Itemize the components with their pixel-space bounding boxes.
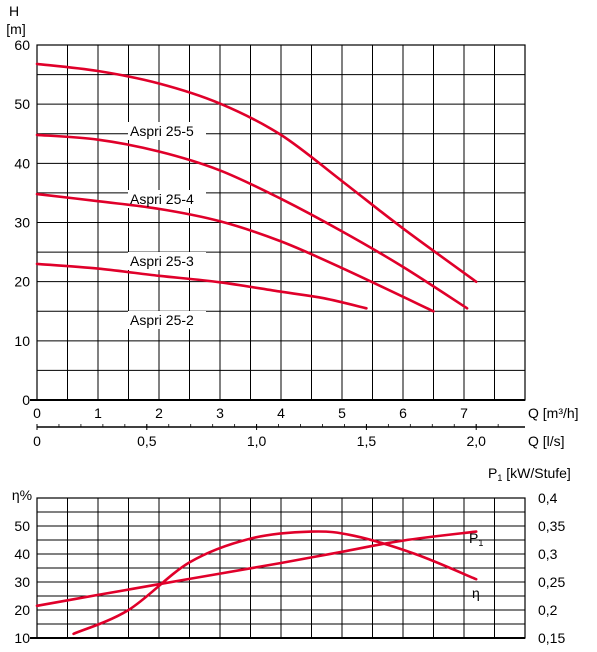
- bottom-y-axis-label: η%: [12, 487, 32, 503]
- bottom-y-tick-label: 40: [14, 546, 30, 562]
- bottom-y-tick-label: 10: [14, 630, 30, 646]
- top-x-tick-label: 4: [277, 405, 285, 421]
- top-x-tick-label: 5: [338, 405, 346, 421]
- top-x2-tick-label: 2,0: [466, 433, 486, 449]
- top-y-axis-label: H: [9, 3, 19, 19]
- top-x-axis-label: Q [m³/h]: [528, 405, 579, 421]
- series-label-bg: [128, 311, 206, 329]
- top-x-tick-label: 0: [33, 405, 41, 421]
- top-chart: [30, 44, 526, 430]
- series-label-bg: [128, 252, 206, 270]
- curve-aspri-25-3: [35, 192, 435, 313]
- series-label: Aspri 25-2: [130, 312, 194, 328]
- top-x2-tick-label: 0,5: [137, 433, 157, 449]
- series-label: Aspri 25-5: [130, 123, 194, 139]
- bottom-y-tick-label: 20: [14, 602, 30, 618]
- curve-p1: [35, 530, 478, 608]
- bottom-y2-tick-label: 0,3: [538, 546, 558, 562]
- top-x-tick-label: 2: [155, 405, 163, 421]
- curve-aspri-25-2: [35, 262, 368, 310]
- curve-eta: [72, 530, 478, 636]
- top-x2-tick-label: 1,5: [357, 433, 377, 449]
- series-label-p1: P1: [469, 530, 483, 548]
- top-x-tick-label: 1: [94, 405, 102, 421]
- series-label: Aspri 25-4: [130, 191, 194, 207]
- curve-aspri-25-5: [35, 62, 478, 283]
- top-y-tick-label: 50: [14, 96, 30, 112]
- series-label-bg: [128, 122, 206, 140]
- bottom-y2-tick-label: 0,2: [538, 602, 558, 618]
- bottom-y2-tick-label: 0,35: [538, 518, 565, 534]
- top-x2-axis-label: Q [l/s]: [528, 433, 565, 449]
- top-y-tick-label: 40: [14, 155, 30, 171]
- series-label-bg: [128, 190, 206, 208]
- top-x-tick-label: 6: [399, 405, 407, 421]
- bottom-y-tick-label: 30: [14, 574, 30, 590]
- top-x-tick-label: 3: [216, 405, 224, 421]
- bottom-y2-tick-label: 0,4: [538, 490, 558, 506]
- bottom-chart: [30, 497, 526, 639]
- top-y-tick-label: 10: [14, 333, 30, 349]
- top-y-tick-label: 0: [22, 392, 30, 408]
- bottom-y2-axis-label: P1 [kW/Stufe]: [488, 465, 571, 483]
- top-y-axis-unit: [m]: [6, 21, 25, 37]
- bottom-y-tick-label: 50: [14, 518, 30, 534]
- top-y-tick-label: 20: [14, 274, 30, 290]
- bottom-y2-tick-label: 0,25: [538, 574, 565, 590]
- curve-aspri-25-4: [35, 133, 469, 310]
- top-y-tick-label: 60: [14, 37, 30, 53]
- series-label: Aspri 25-3: [130, 253, 194, 269]
- top-x2-tick-label: 0: [33, 433, 41, 449]
- top-x2-tick-label: 1,0: [247, 433, 267, 449]
- bottom-y2-tick-label: 0,15: [538, 630, 565, 646]
- top-x-tick-label: 7: [460, 405, 468, 421]
- series-label-eta: η: [472, 585, 480, 601]
- top-y-tick-label: 30: [14, 215, 30, 231]
